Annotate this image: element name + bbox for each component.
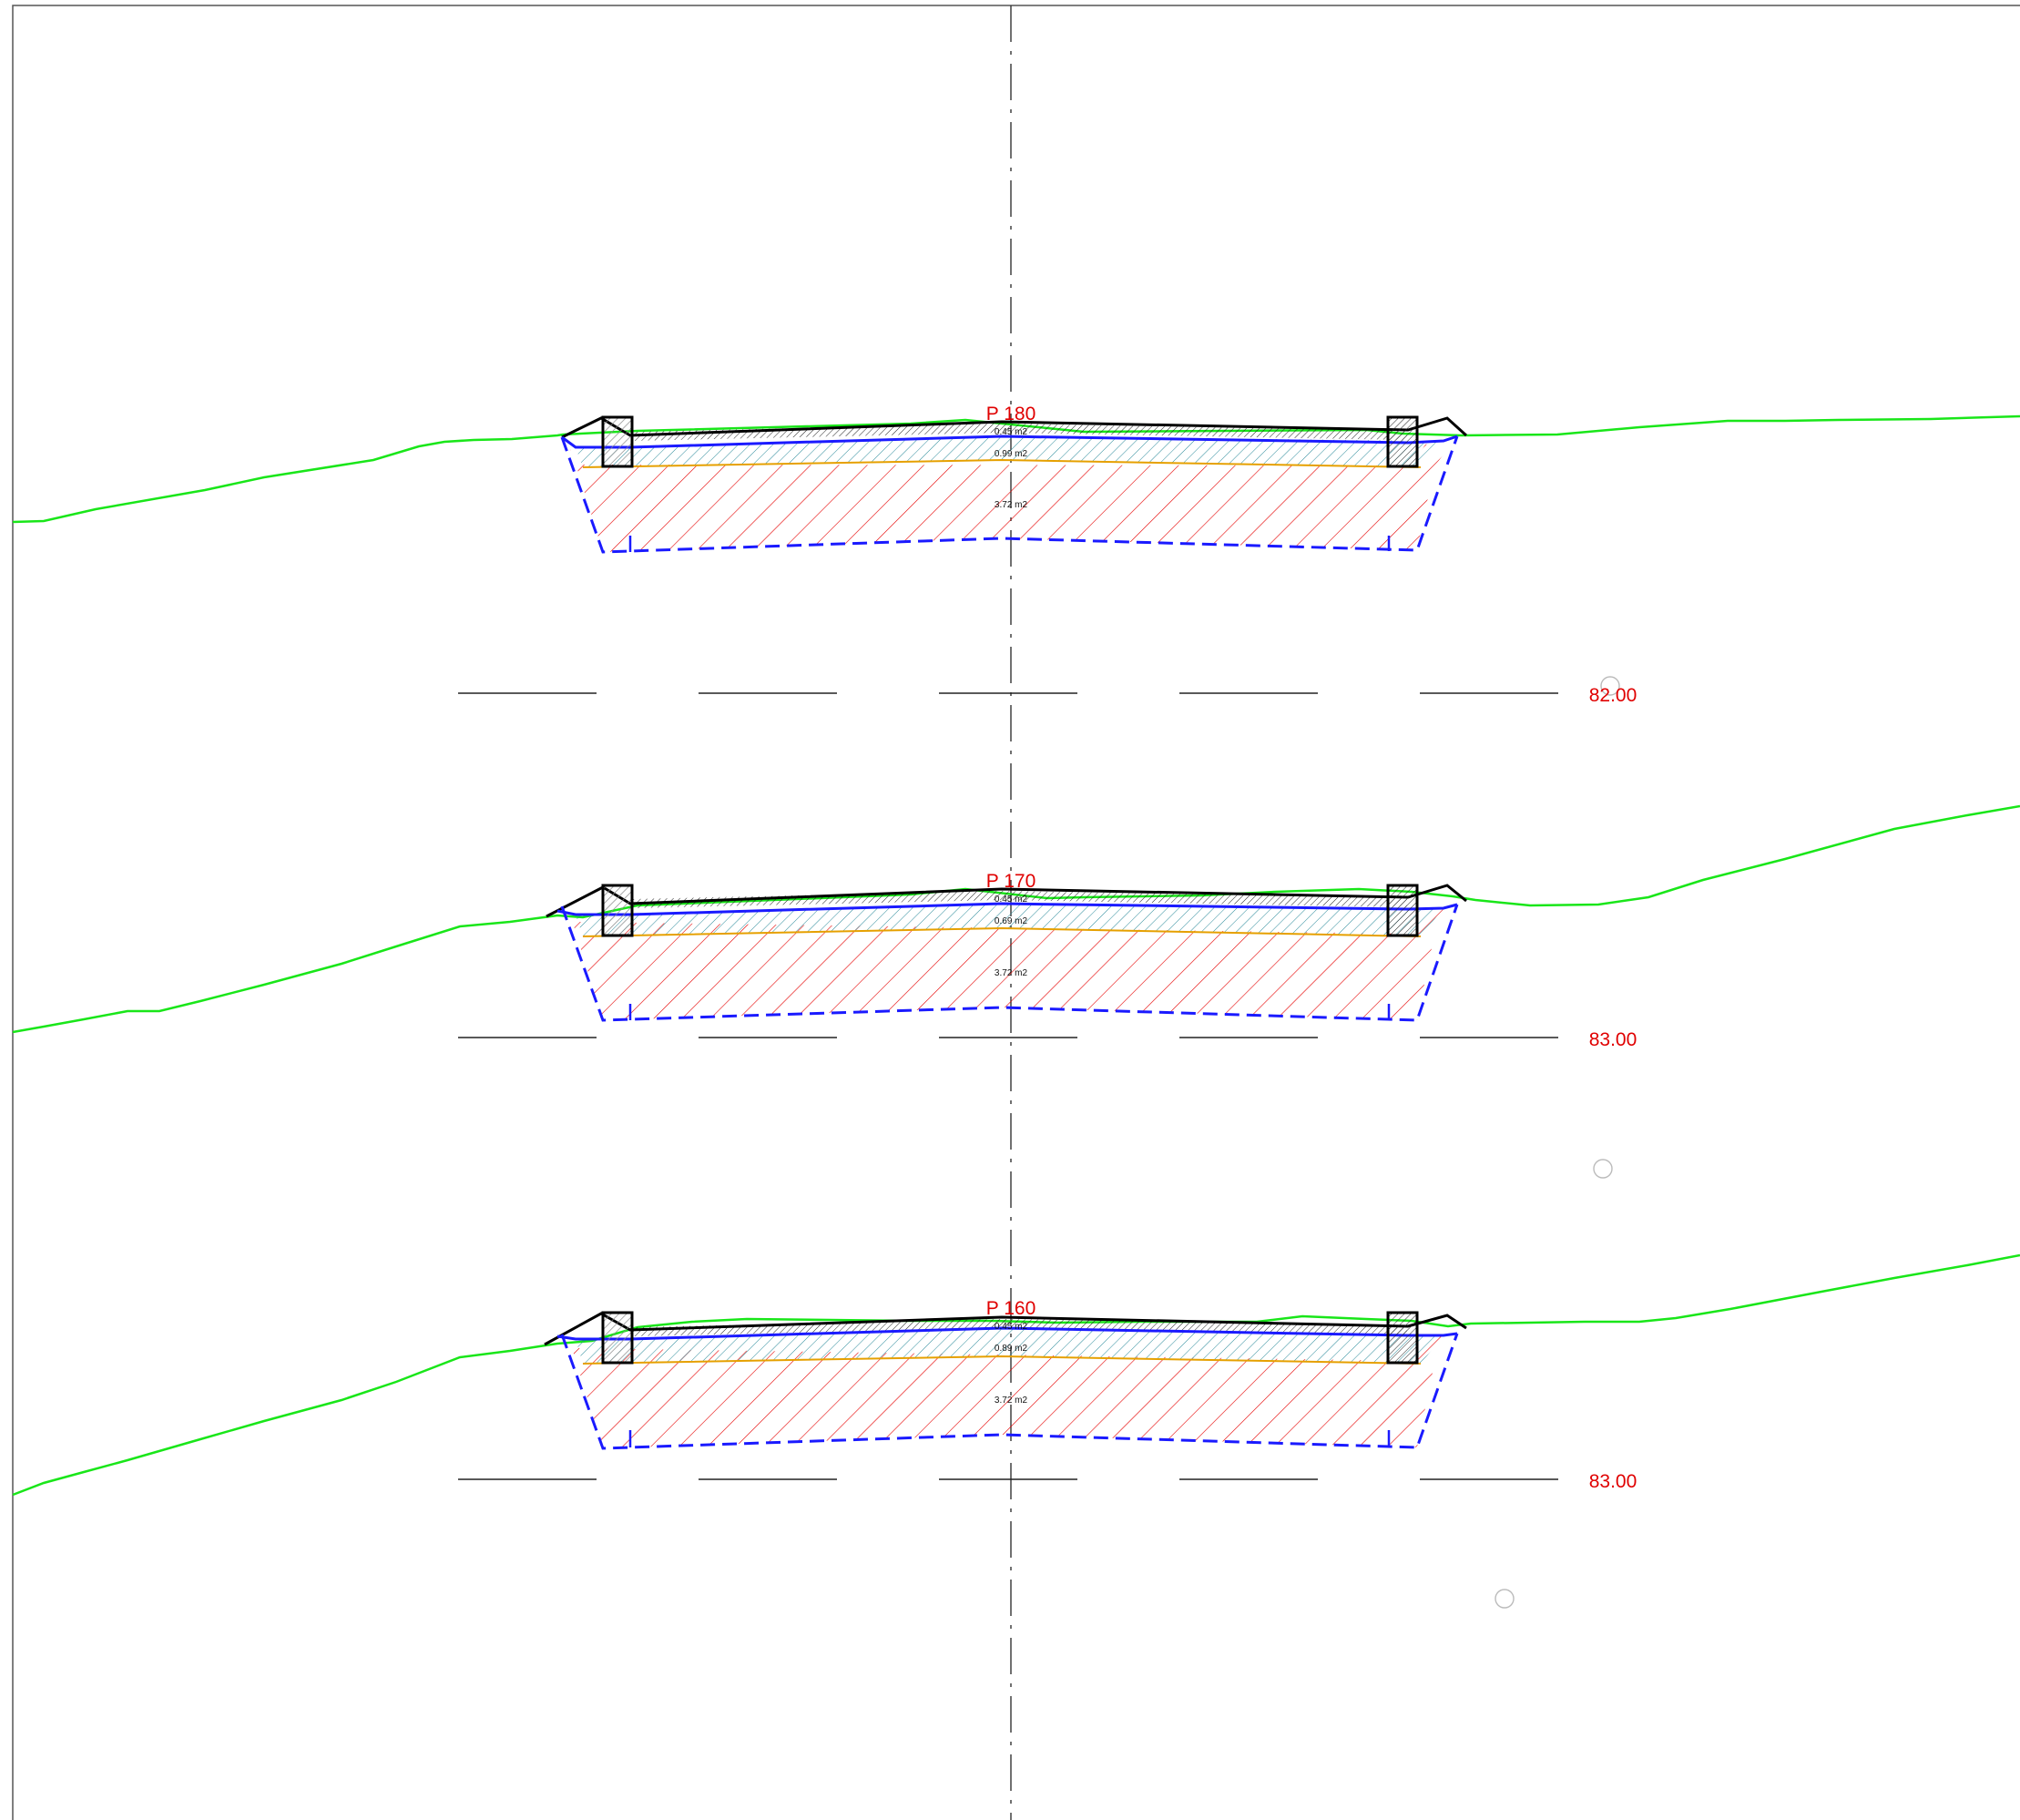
road-surface-line [561,416,1468,439]
top-layer-area-label: 0.45 m2 [995,895,1028,905]
survey-marker [1600,676,1620,696]
top-layer-area-label: 0.45 m2 [995,1322,1028,1332]
right-curb [1386,884,1419,937]
base-layer-area-label: 0.89 m2 [995,1344,1028,1354]
base-layer-area-label: 0.99 m2 [995,449,1028,459]
base-layer-area-label: 0.69 m2 [995,916,1028,926]
subgrade-line [582,926,1422,937]
datum-elevation-label: 83.00 [1589,1029,1637,1050]
right-curb [1386,1311,1419,1365]
road-surface-line [544,1312,1467,1346]
left-curb [601,415,634,468]
cross-section-p180: P 180 82.00 0.45 m2 0.99 m2 3.72 m2 [12,404,2020,706]
survey-marker [1495,1589,1515,1609]
structure-line [561,435,1458,449]
right-curb [1386,415,1419,468]
structure-line [556,902,1458,916]
cross-section-p160: P 160 83.00 0.45 m2 0.89 m2 3.72 m2 [12,1253,2020,1609]
excavation-area [562,436,1457,552]
survey-marker [1593,1159,1613,1179]
base-layer [576,1328,1444,1364]
excavation-area-label: 3.72 m2 [995,1396,1028,1406]
datum-elevation-label: 82.00 [1589,685,1637,706]
excavation-area [557,1334,1457,1448]
datum-elevation-label: 83.00 [1589,1471,1637,1492]
station-label: P 180 [986,404,1036,424]
structure-line [556,1326,1458,1341]
base-layer [576,436,1444,467]
excavation-area-label: 3.72 m2 [995,500,1028,510]
sheet-border [12,5,2020,1820]
station-label: P 160 [986,1298,1036,1319]
excavation-area-label: 3.72 m2 [995,968,1028,978]
existing-ground-line [12,414,2020,524]
station-label: P 170 [986,871,1036,892]
subgrade-line [582,458,1422,468]
top-layer-area-label: 0.45 m2 [995,427,1028,437]
excavation-boundary [560,1333,1459,1450]
cross-section-p170: P 170 83.00 0.45 m2 0.69 m2 3.72 m2 [12,804,2020,1179]
left-curb [601,1311,634,1365]
base-layer [576,904,1444,936]
subgrade-line [582,1355,1422,1365]
left-curb [601,884,634,937]
